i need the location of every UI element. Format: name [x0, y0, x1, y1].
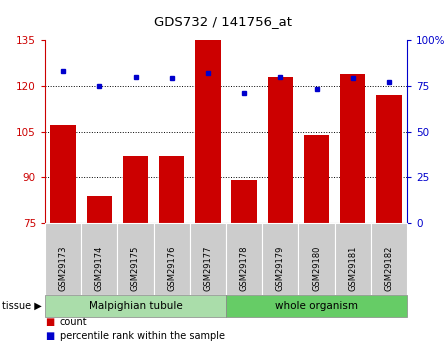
Text: GSM29180: GSM29180	[312, 246, 321, 291]
Text: ■: ■	[45, 331, 54, 341]
Text: GSM29173: GSM29173	[59, 246, 68, 291]
Bar	[50, 125, 76, 223]
Bar	[87, 196, 112, 223]
Text: count: count	[60, 317, 88, 327]
Bar	[376, 95, 401, 223]
Bar	[304, 135, 329, 223]
Bar	[195, 40, 221, 223]
Text: tissue ▶: tissue ▶	[2, 301, 42, 311]
Text: percentile rank within the sample: percentile rank within the sample	[60, 331, 225, 341]
Bar	[267, 77, 293, 223]
Bar	[231, 180, 257, 223]
Text: Malpighian tubule: Malpighian tubule	[89, 301, 182, 311]
Bar	[340, 73, 365, 223]
Text: GSM29181: GSM29181	[348, 246, 357, 291]
Text: GSM29178: GSM29178	[239, 246, 249, 291]
Text: GSM29174: GSM29174	[95, 246, 104, 291]
Text: GSM29177: GSM29177	[203, 246, 212, 291]
Text: GSM29179: GSM29179	[276, 246, 285, 291]
Bar	[123, 156, 148, 223]
Text: ■: ■	[45, 317, 54, 327]
Text: GSM29175: GSM29175	[131, 246, 140, 291]
Bar	[159, 156, 184, 223]
Text: GDS732 / 141756_at: GDS732 / 141756_at	[154, 15, 291, 28]
Text: GSM29182: GSM29182	[384, 246, 393, 291]
Text: GSM29176: GSM29176	[167, 246, 176, 291]
Text: whole organism: whole organism	[275, 301, 358, 311]
